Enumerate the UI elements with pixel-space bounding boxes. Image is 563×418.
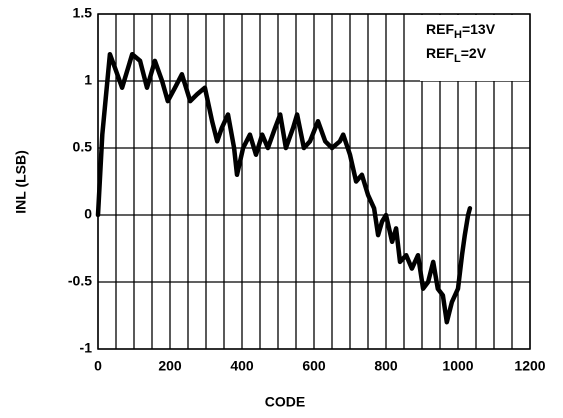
y-tick-label: 1.5	[73, 5, 93, 21]
annotation-text: =2V	[461, 45, 487, 61]
y-tick-label: 1	[84, 72, 92, 88]
annotation-text: REF	[426, 45, 454, 61]
data-line	[95, 51, 473, 325]
y-tick-label: 0.5	[73, 139, 93, 155]
x-tick-label: 800	[374, 358, 398, 374]
y-tick-label: -0.5	[68, 273, 92, 289]
y-tick-label: 0	[84, 206, 92, 222]
annotation-text: REF	[426, 21, 454, 37]
annotation-box	[420, 15, 529, 81]
x-tick-label: 1200	[514, 358, 545, 374]
x-tick-label: 600	[302, 358, 326, 374]
x-tick-label: 400	[230, 358, 254, 374]
x-tick-label: 0	[94, 358, 102, 374]
annotation: REFH=13V	[426, 21, 496, 41]
x-tick-label: 1000	[442, 358, 473, 374]
x-tick-label: 200	[158, 358, 182, 374]
y-axis-label: INL (LSB)	[13, 150, 29, 214]
annotation-subscript: H	[454, 29, 462, 41]
annotation-subscript: L	[454, 53, 461, 65]
annotation-text: =13V	[462, 21, 496, 37]
annotation: REFL=2V	[426, 45, 487, 65]
x-axis-label: CODE	[265, 394, 305, 410]
y-tick-label: -1	[80, 340, 93, 356]
